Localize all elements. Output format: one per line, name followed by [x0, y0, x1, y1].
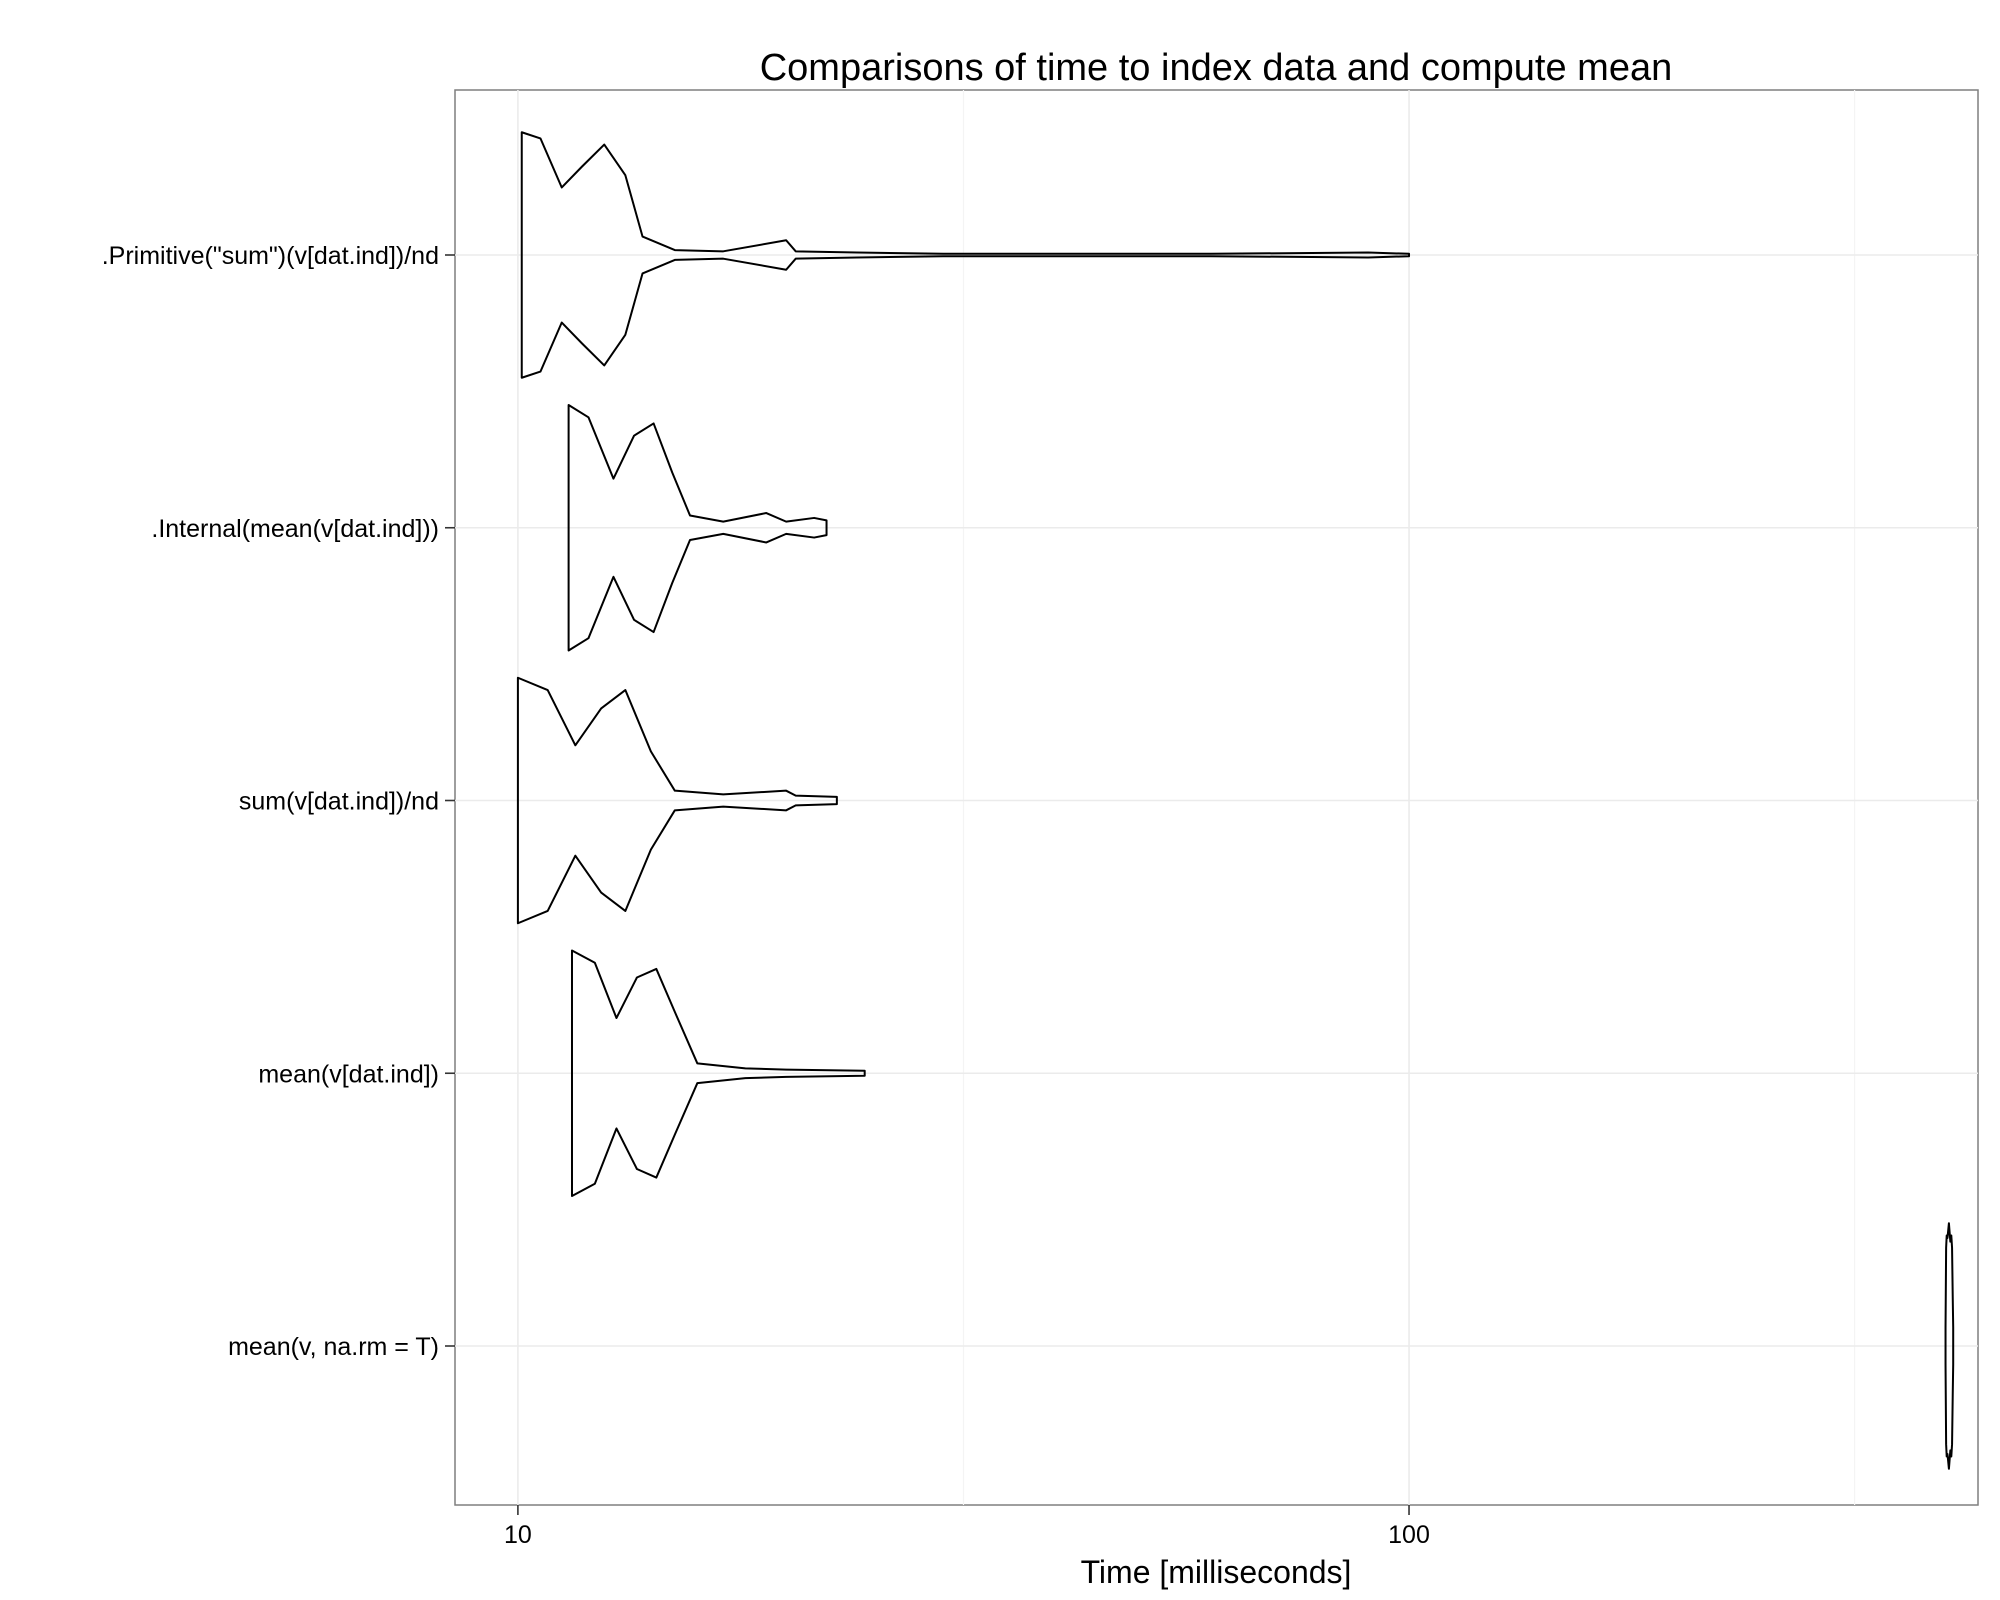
- y-tick-label: sum(v[dat.ind])/nd: [239, 788, 439, 816]
- violin-2: [516, 676, 838, 925]
- violin-1: [567, 404, 828, 652]
- plot-panel: [454, 89, 1979, 1506]
- x-tick-label: 100: [1388, 1521, 1430, 1549]
- y-tick-label: .Primitive("sum")(v[dat.ind])/nd: [102, 242, 439, 270]
- violin-3: [570, 949, 866, 1197]
- x-axis-label: Time [milliseconds]: [1081, 1554, 1352, 1590]
- chart-title: Comparisons of time to index data and co…: [760, 47, 1673, 89]
- grid-lines: [455, 90, 1978, 1505]
- violins: [516, 131, 1955, 1470]
- y-tick-label: .Internal(mean(v[dat.ind])): [151, 515, 439, 543]
- y-axis: .Primitive("sum")(v[dat.ind])/nd .Interna…: [102, 242, 455, 1361]
- x-tick-label: 10: [504, 1521, 532, 1549]
- x-axis: 10 100: [504, 1505, 1430, 1549]
- violin-4: [1944, 1222, 1955, 1470]
- violin-0: [520, 131, 1411, 379]
- y-tick-label: mean(v, na.rm = T): [228, 1333, 439, 1361]
- y-tick-label: mean(v[dat.ind]): [258, 1060, 439, 1088]
